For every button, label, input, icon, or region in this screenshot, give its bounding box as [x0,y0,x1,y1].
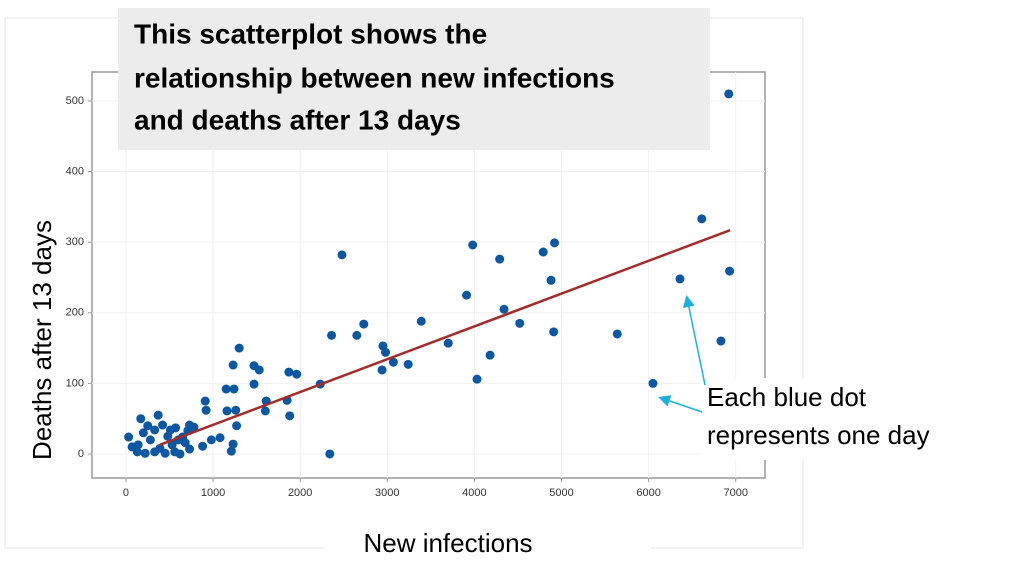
annotation-bg [700,378,968,460]
data-point [158,420,168,430]
data-point [150,425,160,435]
data-point [716,336,726,346]
annotation-line: Each blue dot [707,382,867,412]
data-point [724,89,734,99]
data-point [515,318,525,328]
x-tick-label: 3000 [375,487,399,499]
data-point [171,423,181,433]
data-point [234,343,244,353]
data-point [675,274,685,284]
data-point [155,443,165,453]
data-point [697,214,707,224]
data-point [285,411,295,421]
data-point [249,361,259,371]
data-point [284,367,294,377]
data-point [378,341,388,351]
data-point [546,275,556,285]
data-point [228,360,238,370]
data-point [198,441,208,451]
data-point [325,449,335,459]
data-point [352,330,362,340]
data-point [725,266,735,276]
x-tick-label: 7000 [723,487,747,499]
data-point [229,384,239,394]
trend-line [159,228,731,446]
data-point [132,447,142,457]
y-tick-label: 400 [66,165,84,177]
data-point [167,440,177,450]
data-point [495,254,505,264]
data-point [550,238,560,248]
data-point [538,247,548,257]
data-point [201,405,211,415]
y-tick-label: 500 [66,95,84,107]
data-point [221,384,231,394]
data-point [185,444,195,454]
data-point [249,379,259,389]
data-point [232,421,242,431]
data-point [648,378,658,388]
y-axis-label: Deaths after 13 days [27,220,57,460]
x-tick-label: 2000 [288,487,312,499]
data-point [443,338,453,348]
data-point [143,421,153,431]
x-tick-label: 0 [123,487,129,499]
ylabel-bg [24,195,62,480]
data-point [499,304,509,314]
data-point [226,446,236,456]
x-axis-label: New infections [363,528,532,558]
data-point [403,359,413,369]
data-point [136,414,146,424]
marks [124,89,735,459]
y-tick-label: 300 [66,236,84,248]
data-point [124,432,134,442]
x-tick-label: 5000 [549,487,573,499]
data-point [206,435,216,445]
data-point [200,396,210,406]
title-line: relationship between new infections [134,62,615,93]
data-point [133,440,143,450]
title-line: and deaths after 13 days [134,104,461,135]
data-point [337,250,347,260]
data-point [231,405,241,415]
data-point [175,449,185,459]
data-point [292,369,302,379]
x-tick-label: 1000 [201,487,225,499]
data-point [359,319,369,329]
data-point [416,316,426,326]
data-point [260,406,270,416]
data-point [612,329,622,339]
data-point [485,350,495,360]
data-point [138,428,148,438]
data-point [228,439,238,449]
data-point [377,365,387,375]
x-tick-label: 6000 [636,487,660,499]
data-point [140,448,150,458]
title-line: This scatterplot shows the [134,18,487,49]
data-point [327,330,337,340]
title-box [118,8,710,150]
annotation-arrow [682,295,706,386]
y-tick-label: 100 [66,377,84,389]
y-tick-label: 0 [78,448,84,460]
data-point [549,327,559,337]
data-point [468,240,478,250]
data-point [180,438,190,448]
y-tick-label: 200 [66,307,84,319]
xlabel-bg [325,524,650,566]
data-point [153,410,163,420]
data-point [462,290,472,300]
data-point [222,406,232,416]
data-point [388,357,398,367]
annotation-arrow [658,395,703,413]
data-point [215,433,225,443]
data-point [472,374,482,384]
data-point [145,435,155,445]
x-tick-label: 4000 [462,487,486,499]
annotation-line: represents one day [707,420,930,450]
